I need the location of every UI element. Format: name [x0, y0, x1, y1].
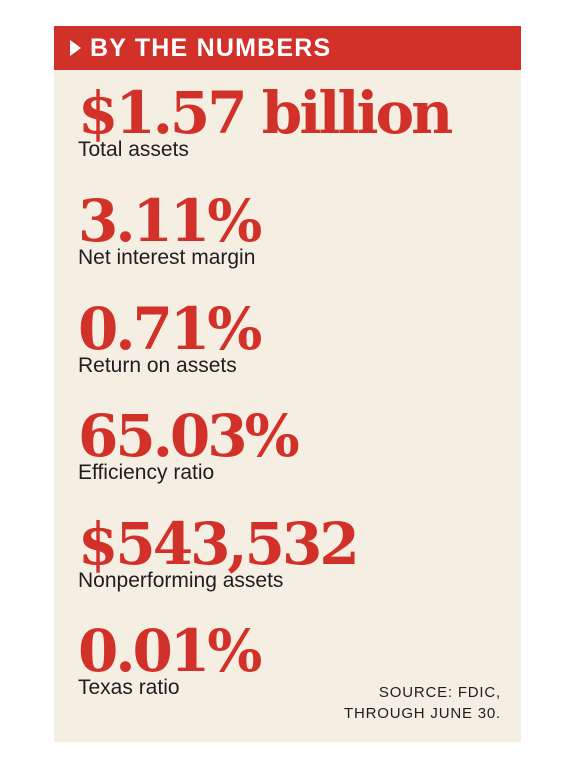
stat-net-interest-margin: 3.11% Net interest margin [78, 190, 508, 270]
triangle-right-icon [70, 40, 81, 56]
stat-label: Efficiency ratio [78, 461, 215, 484]
stat-efficiency-ratio: 65.03% Efficiency ratio [78, 405, 508, 485]
stat-nonperforming-assets: $543,532 Nonperforming assets [78, 513, 508, 593]
source-note: SOURCE: FDIC, THROUGH JUNE 30. [344, 682, 501, 724]
stat-value: $543,532 [78, 510, 360, 578]
stat-value: 65.03% [78, 402, 300, 470]
source-line: THROUGH JUNE 30. [344, 705, 501, 722]
source-line: SOURCE: FDIC, [378, 684, 501, 701]
panel-header: BY THE NUMBERS [54, 26, 521, 70]
by-the-numbers-panel: BY THE NUMBERS $1.57 billion Total asset… [54, 26, 521, 742]
stat-return-on-assets: 0.71% Return on assets [78, 298, 508, 378]
stat-value: 0.01% [78, 617, 262, 685]
stat-label: Nonperforming assets [78, 569, 284, 592]
stat-total-assets: $1.57 billion Total assets [78, 82, 508, 162]
stat-value: 3.11% [78, 187, 262, 255]
stat-texas-ratio: 0.01% Texas ratio [78, 620, 508, 700]
stat-value: 0.71% [78, 295, 262, 363]
stat-label: Texas ratio [78, 676, 180, 699]
panel-title: BY THE NUMBERS [90, 34, 332, 62]
stat-value: $1.57 billion [78, 79, 453, 147]
stat-label: Return on assets [78, 354, 237, 377]
stat-label: Total assets [78, 138, 189, 161]
stat-label: Net interest margin [78, 246, 256, 269]
